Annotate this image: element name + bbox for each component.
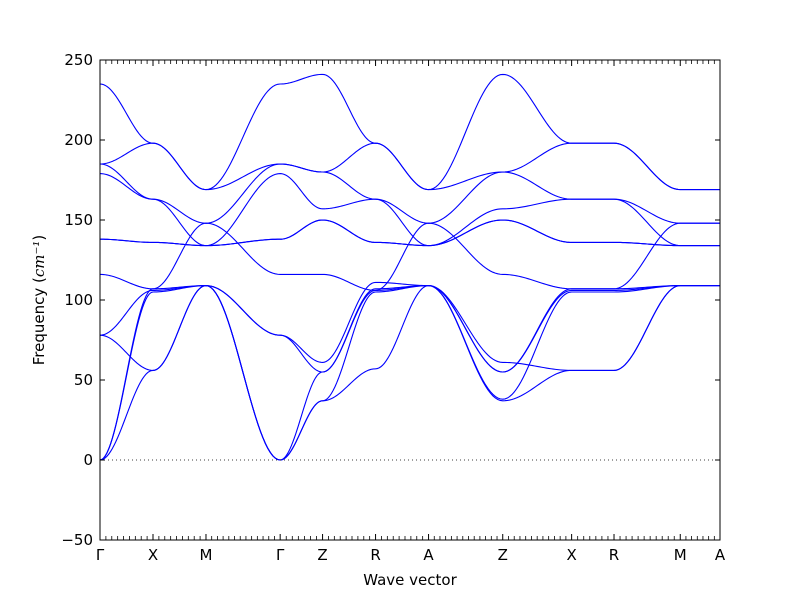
band-line: [99, 281, 720, 371]
x-tick-label: Z: [498, 546, 508, 564]
y-axis-label: Frequency (cm⁻¹): [30, 235, 48, 366]
x-tick-label: A: [715, 546, 726, 564]
x-tick-label: A: [423, 546, 434, 564]
y-tick-label: 250: [64, 51, 93, 69]
x-axis-label: Wave vector: [363, 571, 457, 589]
band-line: [99, 73, 720, 191]
x-tick-label: R: [370, 546, 380, 564]
y-tick-label: 100: [64, 291, 93, 309]
band-line: [99, 285, 720, 461]
x-tick-label: Z: [317, 546, 327, 564]
y-tick-label: −50: [61, 531, 93, 549]
y-tick-label: 0: [83, 451, 93, 469]
band-line: [99, 285, 720, 461]
x-tick-label: Γ: [96, 546, 105, 564]
band-line: [99, 163, 720, 224]
x-tick-label: M: [200, 546, 213, 564]
x-tick-label: X: [148, 546, 158, 564]
y-tick-label: 150: [64, 211, 93, 229]
x-tick-label: M: [674, 546, 687, 564]
series-layer: [99, 73, 720, 461]
y-tick-label: 50: [74, 371, 93, 389]
x-tick-label: R: [609, 546, 619, 564]
x-tick-label: Γ: [276, 546, 285, 564]
band-line: [99, 222, 720, 291]
band-line: [99, 173, 720, 247]
y-tick-label: 200: [64, 131, 93, 149]
band-line: [99, 285, 720, 461]
plot-frame: [99, 59, 721, 541]
band-line: [99, 285, 720, 373]
band-line: [99, 219, 720, 247]
y-axis-ticks: −50 0 50 100 150 200 250: [61, 51, 720, 549]
x-tick-label: X: [566, 546, 576, 564]
